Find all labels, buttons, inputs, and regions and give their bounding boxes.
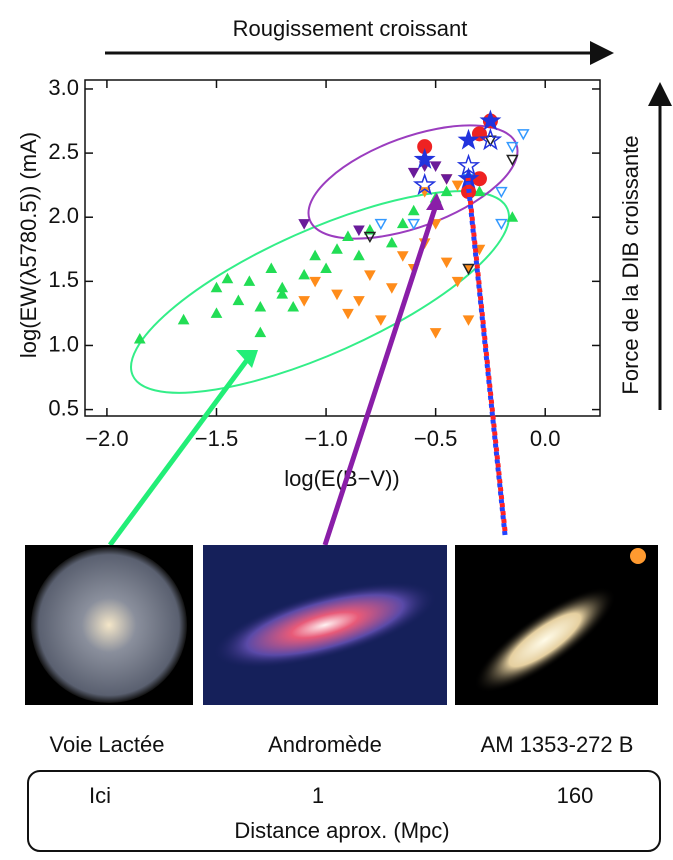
distance: Ici <box>89 783 111 808</box>
galaxy <box>473 587 617 693</box>
point <box>418 187 431 198</box>
point <box>429 161 442 172</box>
y-axis-label: log(EW(λ5780.5)) (mA) <box>16 132 41 358</box>
point <box>440 185 453 197</box>
point <box>473 185 486 197</box>
point <box>221 272 234 284</box>
point <box>429 219 442 230</box>
point <box>396 251 409 262</box>
x-tick-label: −2.0 <box>85 426 128 451</box>
point <box>265 262 278 274</box>
point <box>364 270 376 281</box>
point <box>342 230 354 241</box>
y-tick-label: 2.5 <box>48 139 79 164</box>
galaxy-name: AM 1353-272 B <box>481 732 634 757</box>
point <box>363 231 377 244</box>
point <box>177 313 190 325</box>
distance: 160 <box>557 783 594 808</box>
point <box>353 249 365 261</box>
point <box>495 186 508 199</box>
point <box>353 225 365 237</box>
ellipse <box>130 190 510 394</box>
point <box>457 128 480 150</box>
y-tick-label: 0.5 <box>48 395 79 420</box>
point <box>440 174 453 185</box>
point <box>506 154 519 167</box>
point <box>407 167 420 179</box>
x-tick-label: −1.0 <box>304 426 347 451</box>
point <box>478 127 503 151</box>
galaxy <box>31 547 187 703</box>
point <box>462 263 475 276</box>
y-tick-label: 1.0 <box>48 331 79 356</box>
point <box>412 172 437 196</box>
point <box>331 289 343 301</box>
point <box>462 315 475 326</box>
point <box>276 288 289 299</box>
right-arrow-label: Force de la DIB croissante <box>618 135 643 394</box>
y-tick-label: 3.0 <box>48 75 79 100</box>
point <box>407 204 420 216</box>
point <box>298 219 310 230</box>
point <box>243 275 256 286</box>
point <box>210 281 223 293</box>
pointer-arrow <box>107 354 253 547</box>
top-arrow-label: Rougissement croissant <box>233 16 468 41</box>
point <box>309 276 321 288</box>
point <box>506 141 519 154</box>
pointer-line <box>465 181 508 536</box>
distance: 1 <box>312 783 324 808</box>
point <box>396 217 409 229</box>
pointer-line <box>465 177 508 532</box>
point <box>440 257 453 269</box>
x-tick-label: −1.5 <box>195 426 238 451</box>
x-tick-label: 0.0 <box>530 426 561 451</box>
point <box>331 243 343 254</box>
point <box>298 268 310 280</box>
point <box>254 326 267 338</box>
point <box>374 218 388 231</box>
point <box>232 294 245 306</box>
point <box>210 307 223 318</box>
point <box>254 300 267 312</box>
point <box>276 281 289 293</box>
point <box>517 129 530 141</box>
point <box>353 296 365 307</box>
point <box>451 276 464 288</box>
point <box>506 211 519 222</box>
point <box>385 283 398 294</box>
point <box>495 218 508 231</box>
distance-label: Distance aprox. (Mpc) <box>234 818 449 843</box>
y-tick-label: 1.5 <box>48 267 79 292</box>
y-tick-label: 2.0 <box>48 203 79 228</box>
point <box>407 218 420 231</box>
galaxy-name: Andromède <box>268 732 382 757</box>
point <box>413 147 436 169</box>
ellipse <box>307 124 519 240</box>
point <box>298 296 310 307</box>
pointer-arrow <box>322 204 439 546</box>
arrowhead <box>236 350 258 368</box>
point <box>385 236 398 248</box>
point <box>320 262 332 274</box>
point <box>429 328 442 339</box>
star <box>630 548 646 564</box>
point <box>287 300 300 312</box>
point <box>484 135 497 147</box>
point <box>133 333 146 344</box>
galaxy <box>213 582 437 668</box>
point <box>342 308 354 320</box>
arrowhead <box>426 193 444 210</box>
point <box>479 109 502 131</box>
distance-box <box>27 770 661 852</box>
plot-frame <box>84 79 601 417</box>
point <box>375 315 387 326</box>
point <box>451 180 464 192</box>
point <box>309 249 321 261</box>
x-tick-label: −0.5 <box>414 426 457 451</box>
galaxy-name: Voie Lactée <box>50 732 165 757</box>
point <box>456 153 481 176</box>
